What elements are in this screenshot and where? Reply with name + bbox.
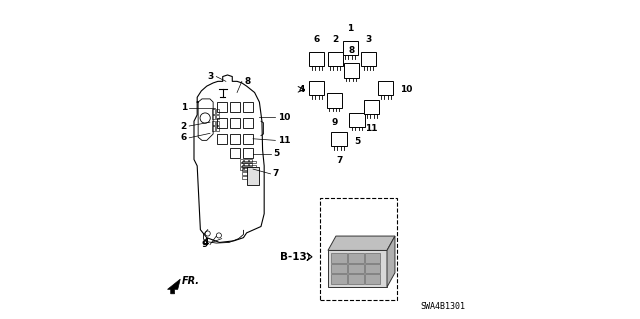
Text: 5: 5: [273, 149, 279, 158]
Bar: [328, 52, 343, 66]
Bar: [240, 167, 243, 170]
Text: 5: 5: [354, 137, 360, 146]
Bar: [365, 263, 380, 273]
Text: 10: 10: [401, 85, 413, 94]
Polygon shape: [307, 253, 312, 261]
Bar: [244, 163, 248, 166]
Bar: [240, 159, 243, 162]
Text: 3: 3: [365, 35, 372, 44]
Polygon shape: [168, 279, 180, 294]
Bar: [244, 159, 248, 162]
Text: FR.: FR.: [182, 276, 200, 286]
Text: 7: 7: [336, 156, 342, 165]
Text: 4: 4: [203, 238, 209, 247]
Polygon shape: [328, 236, 395, 250]
Text: 11: 11: [365, 124, 378, 133]
Text: 8: 8: [244, 77, 250, 86]
Bar: [244, 167, 248, 170]
Bar: [218, 134, 227, 144]
Bar: [344, 63, 359, 78]
Text: 2: 2: [332, 35, 339, 44]
Bar: [243, 148, 253, 158]
Text: 8: 8: [348, 46, 355, 55]
Bar: [230, 118, 240, 128]
Bar: [242, 165, 256, 167]
Bar: [348, 263, 364, 273]
Text: 11: 11: [278, 136, 290, 145]
Bar: [240, 163, 243, 166]
Bar: [212, 121, 216, 125]
Bar: [331, 253, 347, 263]
Text: 2: 2: [180, 122, 187, 130]
Polygon shape: [387, 236, 395, 287]
Bar: [216, 121, 219, 125]
Bar: [332, 132, 347, 146]
Bar: [248, 167, 252, 170]
Bar: [326, 93, 342, 108]
Bar: [242, 161, 256, 163]
Text: 6: 6: [180, 133, 187, 142]
Bar: [212, 115, 216, 119]
Bar: [243, 134, 253, 144]
Bar: [242, 168, 256, 171]
Text: 7: 7: [273, 169, 279, 178]
Bar: [364, 100, 380, 114]
Bar: [230, 102, 240, 112]
Bar: [309, 81, 324, 95]
Bar: [242, 176, 256, 179]
Bar: [246, 167, 259, 185]
Text: 1: 1: [347, 24, 353, 33]
Bar: [218, 102, 227, 112]
Bar: [230, 134, 240, 144]
Bar: [331, 263, 347, 273]
Text: 10: 10: [278, 113, 290, 122]
Bar: [309, 52, 324, 66]
Text: 3: 3: [208, 72, 214, 81]
Bar: [378, 81, 394, 95]
Bar: [248, 159, 252, 162]
Bar: [331, 274, 347, 284]
Bar: [348, 274, 364, 284]
Text: 1: 1: [180, 103, 187, 112]
Text: 4: 4: [298, 85, 305, 94]
Text: SWA4B1301: SWA4B1301: [420, 302, 465, 311]
Bar: [216, 109, 219, 114]
Bar: [212, 109, 216, 114]
Text: B-13: B-13: [280, 252, 307, 262]
Bar: [216, 126, 219, 131]
Bar: [361, 52, 376, 66]
Text: 6: 6: [314, 35, 320, 44]
Bar: [348, 253, 364, 263]
Bar: [230, 148, 240, 158]
Bar: [342, 41, 358, 55]
Bar: [365, 253, 380, 263]
Bar: [328, 250, 387, 287]
Text: 9: 9: [202, 240, 208, 249]
Bar: [243, 118, 253, 128]
Bar: [218, 118, 227, 128]
Bar: [212, 126, 216, 131]
Bar: [365, 274, 380, 284]
Bar: [216, 115, 219, 119]
Bar: [349, 113, 365, 127]
Bar: [242, 172, 256, 175]
Bar: [320, 198, 397, 300]
Text: 9: 9: [331, 118, 337, 127]
Bar: [248, 163, 252, 166]
Bar: [243, 102, 253, 112]
